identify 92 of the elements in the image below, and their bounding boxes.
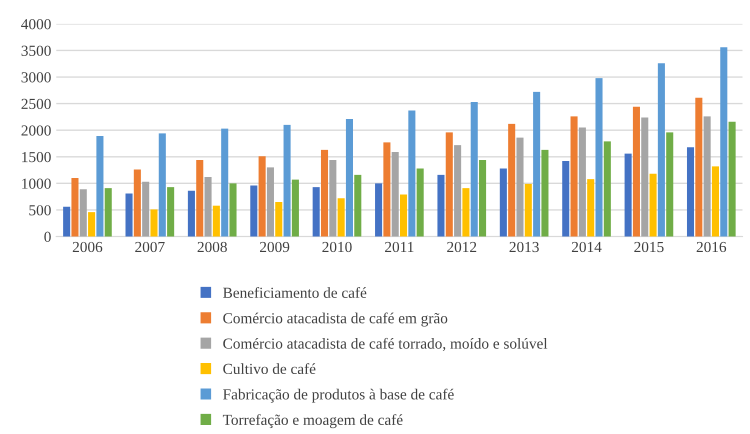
y-tick-label: 4000 [21, 19, 51, 30]
bar [454, 145, 462, 237]
x-tick-label: 2013 [510, 242, 539, 252]
legend-label: Beneficiamento de café [223, 287, 366, 298]
y-tick-label: 1000 [22, 178, 51, 189]
y-tick-label: 0 [44, 232, 51, 242]
bar [624, 154, 632, 237]
bar [221, 128, 228, 237]
bar [587, 179, 594, 237]
bar [167, 187, 174, 237]
bar [158, 133, 166, 237]
bar [320, 150, 328, 237]
bar [604, 141, 611, 237]
bar [96, 136, 104, 237]
bar [275, 202, 282, 237]
x-tick-label: 2009 [260, 242, 290, 252]
bar [704, 116, 711, 237]
bar [104, 188, 112, 237]
bar [196, 160, 204, 237]
bar [292, 180, 299, 237]
x-tick-label: 2011 [385, 242, 414, 252]
x-tick-label: 2016 [696, 242, 726, 252]
bar [508, 124, 516, 237]
bar [516, 138, 524, 237]
x-tick-label: 2007 [135, 242, 165, 252]
bar [470, 102, 478, 237]
bar [416, 168, 424, 237]
bar [188, 190, 195, 237]
bar [632, 106, 640, 237]
bar [479, 160, 486, 237]
y-tick-label: 3000 [22, 72, 51, 82]
bar [562, 161, 570, 237]
y-tick-label: 3500 [22, 46, 51, 56]
legend-label: Comércio atacadista de café torrado, moído e solúvel [223, 338, 548, 351]
y-tick-label: 1500 [22, 152, 51, 162]
bar [71, 178, 78, 237]
bar [533, 92, 540, 237]
bar [126, 193, 133, 237]
bar [524, 184, 532, 237]
bar [229, 183, 237, 237]
x-tick-label: 2014 [572, 242, 602, 252]
bar [658, 63, 665, 237]
bar [392, 152, 399, 237]
legend-label: Cultivo de café [223, 363, 316, 374]
y-tick-label: 2000 [22, 125, 51, 136]
legend-label: Torrefação e moagem de café [222, 414, 403, 428]
x-tick-label: 2006 [72, 242, 102, 252]
bar [641, 117, 648, 237]
bar [142, 182, 150, 237]
bar [666, 132, 674, 237]
bar [686, 147, 694, 237]
bar [150, 209, 158, 237]
bar [212, 206, 220, 237]
bar [250, 185, 258, 237]
bar [329, 160, 336, 237]
bar [312, 187, 320, 237]
bar [88, 212, 96, 237]
bar [338, 198, 345, 237]
bar [712, 166, 719, 237]
bar [266, 167, 274, 237]
x-tick-label: 2012 [447, 242, 476, 252]
bar [134, 170, 141, 237]
bar [695, 98, 702, 237]
bar [400, 194, 408, 237]
y-tick-label: 500 [29, 205, 51, 216]
bar [595, 78, 603, 237]
bar [570, 116, 578, 237]
bar [408, 110, 416, 237]
legend-label: Comércio atacadista de café em grão [223, 312, 448, 327]
y-tick-label: 2500 [22, 98, 51, 110]
bar [437, 174, 444, 237]
bar [446, 132, 453, 237]
bar [284, 124, 291, 237]
bar [63, 206, 70, 237]
bar [500, 168, 507, 237]
bar [354, 174, 362, 237]
bar [204, 176, 212, 237]
bar [80, 189, 87, 237]
bar [578, 128, 586, 237]
bar [541, 150, 548, 237]
bar [650, 174, 657, 237]
bar [462, 188, 470, 237]
bar [728, 122, 736, 237]
bar [375, 183, 382, 237]
bar [258, 156, 266, 237]
bar [346, 119, 353, 237]
legend-label: Fabricação de produtos à base de café [223, 388, 454, 403]
bar [720, 47, 728, 237]
bar [383, 142, 390, 237]
x-tick-label: 2008 [198, 242, 227, 252]
x-tick-label: 2010 [322, 242, 352, 252]
x-tick-label: 2015 [634, 242, 664, 252]
